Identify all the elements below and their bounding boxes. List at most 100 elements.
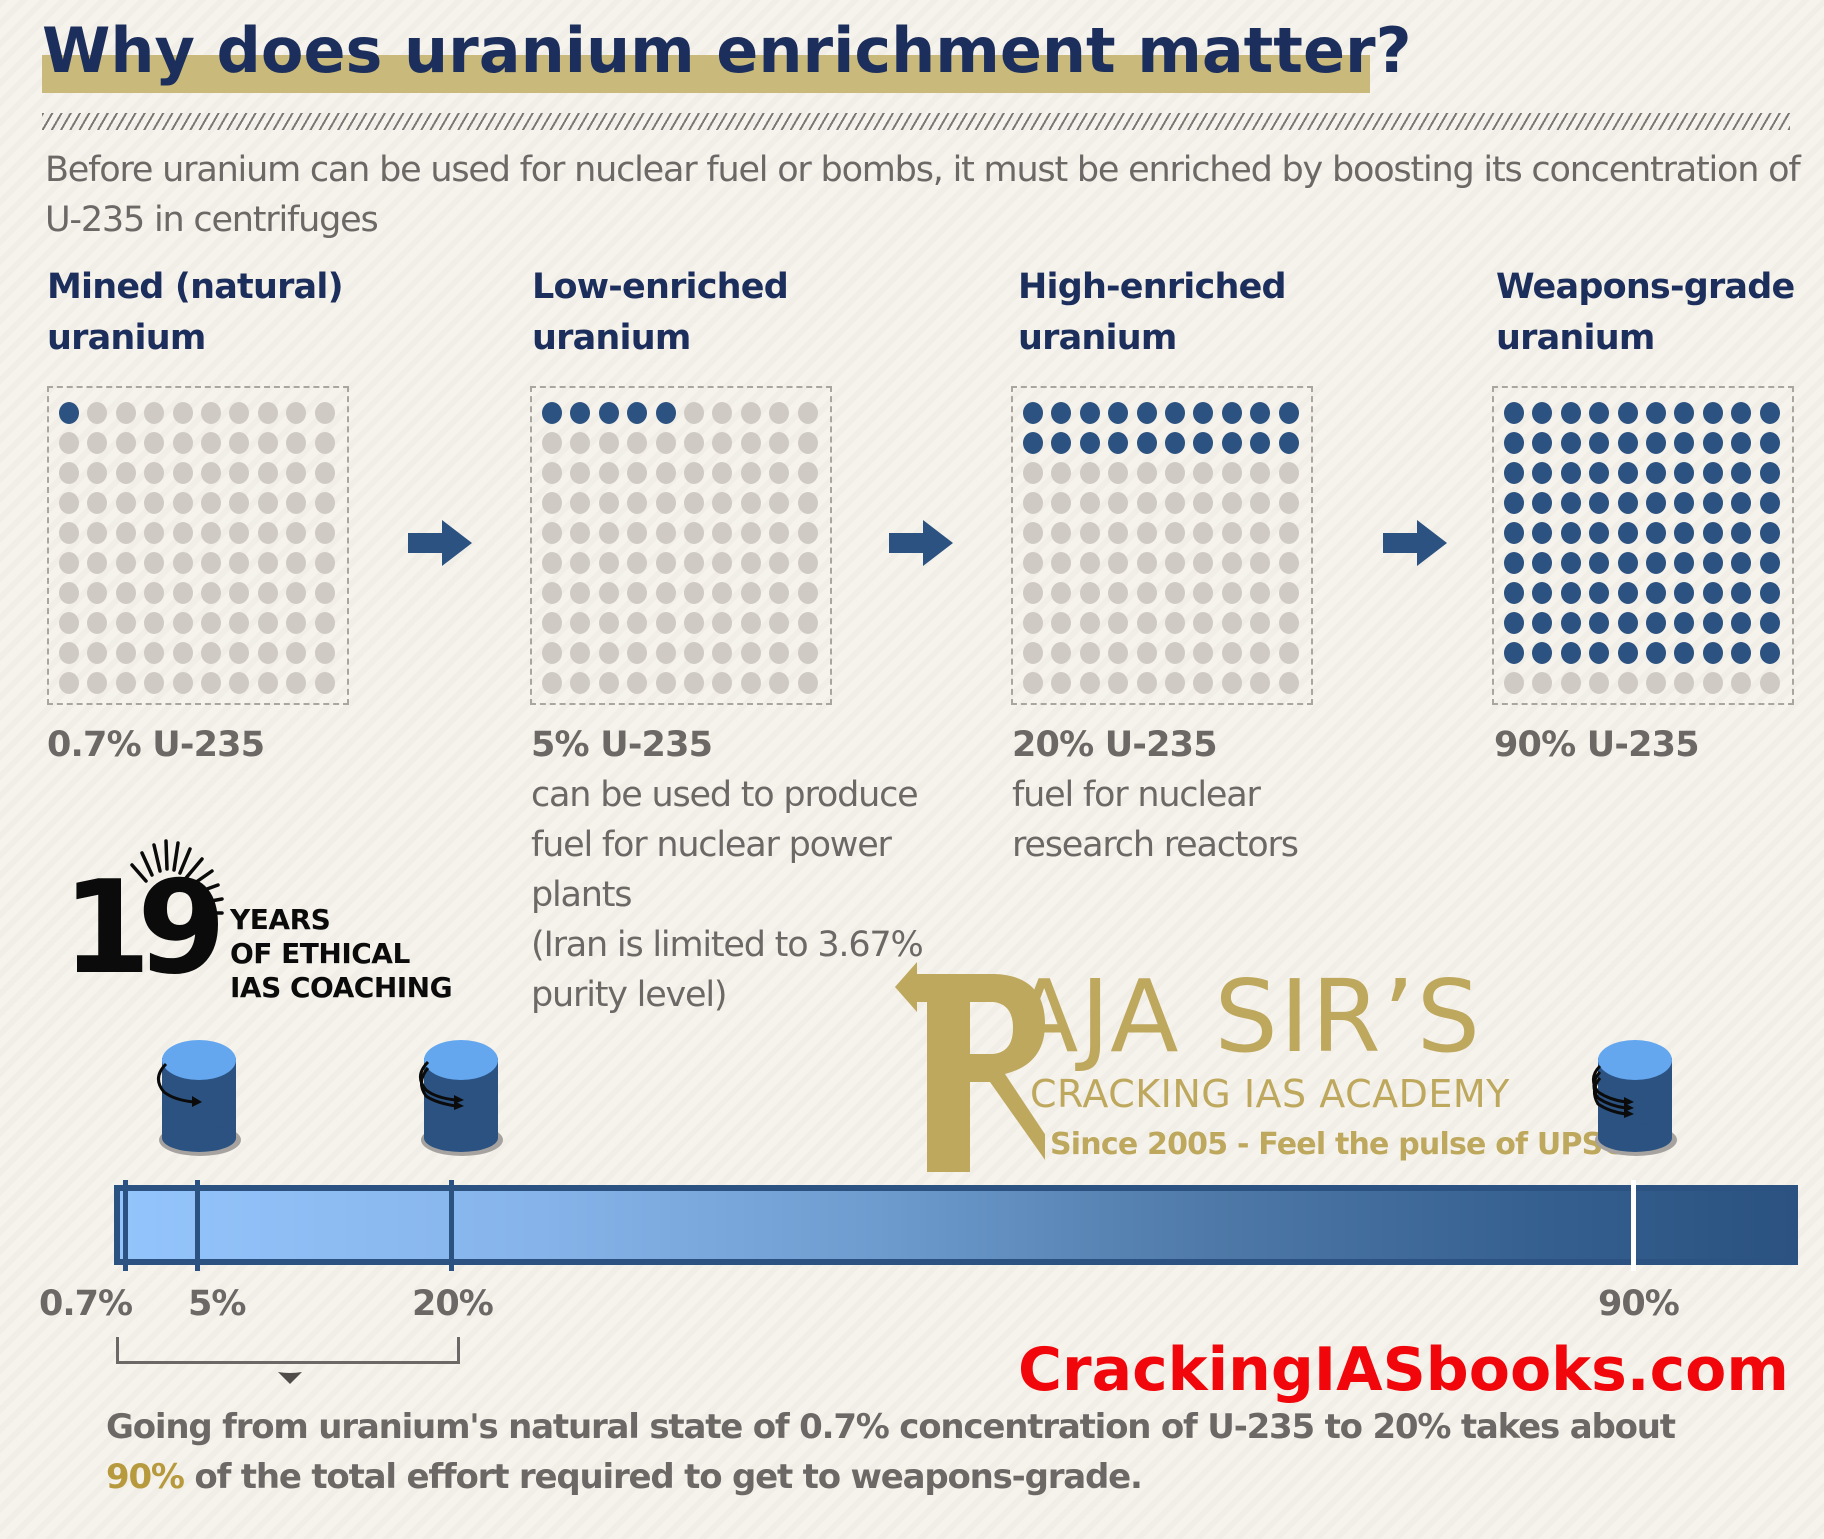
enriched-dot [1504,492,1524,514]
natural-dot [1193,642,1214,664]
brand-subtitle: CRACKING IAS ACADEMY [1030,1072,1510,1116]
natural-dot [1278,522,1299,544]
natural-dot [172,642,193,664]
natural-dot [570,522,591,544]
natural-dot [598,552,619,574]
natural-dot [570,612,591,634]
natural-dot [1221,582,1242,604]
subtitle: Before uranium can be used for nuclear f… [45,150,1801,240]
natural-dot [200,492,221,514]
description-line: can be used to produce [531,775,919,815]
natural-dot [712,402,733,424]
natural-dot [59,582,79,604]
natural-dot [87,642,108,664]
stage-title-line1: High-enriched [1018,267,1287,307]
description-line: fuel for nuclear [1012,775,1261,815]
enriched-dot [1250,402,1271,424]
enriched-dot [1504,432,1524,454]
enriched-dot [1759,642,1780,664]
natural-dot [229,672,250,694]
enriched-dot [1532,522,1553,544]
natural-dot [229,582,250,604]
scale-tick-90 [1631,1180,1636,1271]
natural-dot [1136,612,1157,634]
enriched-dot [1079,432,1100,454]
natural-dot [229,522,250,544]
footnote-line1: Going from uranium's natural state of 0.… [106,1407,1676,1447]
natural-dot [1079,672,1100,694]
natural-dot [59,642,79,664]
right-arrow-icon [408,520,472,566]
natural-dot [172,522,193,544]
enriched-dot [1759,462,1780,484]
enriched-dot [1645,522,1666,544]
natural-dot [1051,522,1072,544]
natural-dot [1051,552,1072,574]
enriched-dot [1731,522,1752,544]
natural-dot [683,492,704,514]
natural-dot [655,672,676,694]
enriched-dot [1504,522,1524,544]
natural-dot [1250,492,1271,514]
natural-dot [1051,642,1072,664]
natural-dot [1221,492,1242,514]
natural-dot [683,432,704,454]
natural-dot [1193,582,1214,604]
natural-dot [1193,672,1214,694]
enriched-dot [1645,582,1666,604]
natural-dot [797,402,818,424]
natural-dot [314,582,335,604]
scale-label-20: 20% [412,1284,494,1324]
enriched-dot [1731,582,1752,604]
natural-dot [200,462,221,484]
natural-dot [1108,582,1129,604]
enriched-dot [1731,642,1752,664]
enriched-dot [1589,432,1610,454]
natural-dot [627,492,648,514]
natural-dot [257,582,278,604]
enriched-dot [1674,402,1695,424]
natural-dot [1023,462,1043,484]
natural-dot [712,462,733,484]
down-pointer-icon [278,1372,302,1384]
natural-dot [1250,642,1271,664]
enriched-dot [1645,432,1666,454]
enriched-dot [1759,582,1780,604]
natural-dot [229,432,250,454]
natural-dot [172,612,193,634]
natural-dot [87,522,108,544]
natural-dot [655,522,676,544]
natural-dot [200,672,221,694]
natural-dot [1164,672,1185,694]
natural-dot [1278,642,1299,664]
natural-dot [144,492,165,514]
natural-dot [740,492,761,514]
enriched-dot [1108,432,1129,454]
natural-dot [144,672,165,694]
enriched-dot [655,402,676,424]
enriched-dot [1023,402,1043,424]
natural-dot [1136,492,1157,514]
natural-dot [115,462,136,484]
natural-dot [683,522,704,544]
website-link[interactable]: CrackingIASbooks.com [1018,1335,1789,1405]
natural-dot [1250,552,1271,574]
natural-dot [59,432,79,454]
years-caption-line1: YEARS [230,903,331,936]
dot-grid-box-mined [47,386,349,705]
enriched-dot [1645,642,1666,664]
dot-grid [1023,402,1299,694]
footnote-line2: of the total effort required to get to w… [183,1457,1143,1497]
natural-dot [314,462,335,484]
percent-label-mined: 0.7% U-235 [47,725,265,765]
natural-dot [115,612,136,634]
natural-dot [570,552,591,574]
enriched-dot [1221,402,1242,424]
natural-dot [598,642,619,664]
enriched-dot [1532,582,1553,604]
natural-dot [683,552,704,574]
enriched-dot [1759,432,1780,454]
natural-dot [769,612,790,634]
enriched-dot [1504,552,1524,574]
natural-dot [115,672,136,694]
